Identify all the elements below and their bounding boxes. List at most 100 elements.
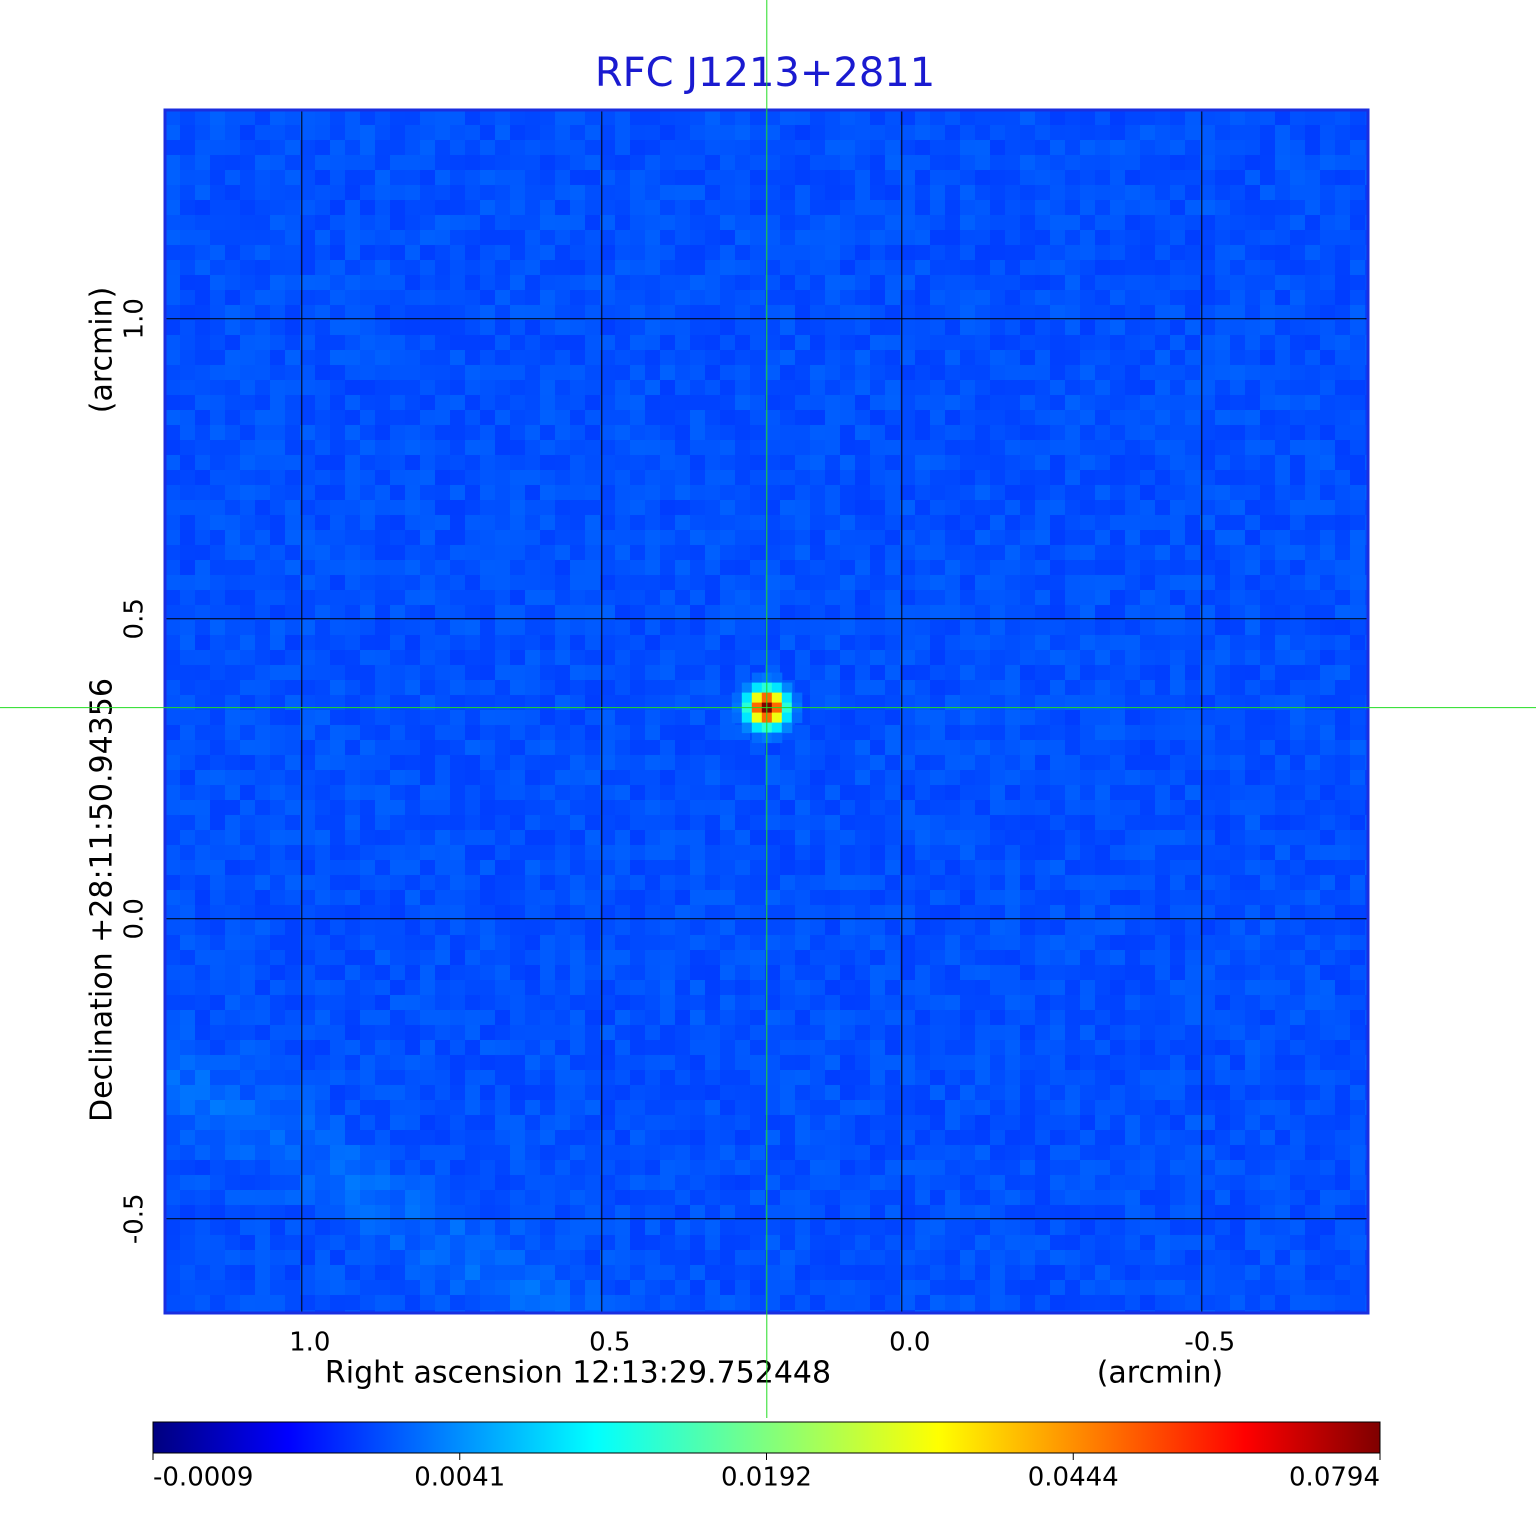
- image-pixel: [1155, 455, 1171, 471]
- image-pixel: [795, 485, 811, 501]
- image-pixel: [315, 515, 331, 531]
- image-pixel: [855, 410, 871, 426]
- image-pixel: [210, 905, 226, 921]
- image-pixel: [165, 500, 181, 516]
- image-pixel: [1350, 470, 1366, 486]
- image-pixel: [315, 620, 331, 636]
- image-pixel: [600, 710, 616, 726]
- image-pixel: [495, 965, 511, 981]
- image-pixel: [915, 455, 931, 471]
- image-pixel: [870, 1010, 886, 1026]
- image-pixel: [1260, 770, 1276, 786]
- image-pixel: [1215, 350, 1231, 366]
- image-pixel: [195, 920, 211, 936]
- image-pixel: [390, 800, 406, 816]
- image-pixel: [345, 575, 361, 591]
- image-pixel: [795, 845, 811, 861]
- image-pixel: [405, 200, 421, 216]
- image-pixel: [255, 560, 271, 576]
- image-pixel: [345, 875, 361, 891]
- image-pixel: [690, 425, 706, 441]
- image-pixel: [675, 245, 691, 261]
- image-pixel: [810, 200, 826, 216]
- image-pixel: [285, 320, 301, 336]
- image-pixel: [255, 1010, 271, 1026]
- image-pixel: [1035, 905, 1051, 921]
- image-pixel: [1020, 410, 1036, 426]
- image-pixel: [630, 485, 646, 501]
- image-pixel: [405, 410, 421, 426]
- image-pixel: [780, 770, 796, 786]
- image-pixel: [900, 485, 916, 501]
- image-pixel: [450, 710, 466, 726]
- image-pixel: [240, 665, 256, 681]
- image-pixel: [885, 275, 901, 291]
- image-pixel: [1185, 890, 1201, 906]
- image-pixel: [1005, 290, 1021, 306]
- image-pixel: [1020, 590, 1036, 606]
- image-pixel: [510, 335, 526, 351]
- image-pixel: [555, 860, 571, 876]
- image-pixel: [1155, 560, 1171, 576]
- image-pixel: [510, 935, 526, 951]
- image-pixel: [1125, 290, 1141, 306]
- image-pixel: [1290, 860, 1306, 876]
- image-pixel: [1035, 380, 1051, 396]
- image-pixel: [1185, 785, 1201, 801]
- image-pixel: [615, 125, 631, 141]
- image-pixel: [1200, 935, 1216, 951]
- image-pixel: [675, 125, 691, 141]
- image-pixel: [255, 875, 271, 891]
- image-pixel: [240, 755, 256, 771]
- image-pixel: [435, 965, 451, 981]
- image-pixel: [930, 710, 946, 726]
- image-pixel: [1080, 830, 1096, 846]
- image-pixel: [945, 890, 961, 906]
- image-pixel: [765, 860, 781, 876]
- image-pixel: [210, 620, 226, 636]
- image-pixel: [1185, 875, 1201, 891]
- image-pixel: [780, 830, 796, 846]
- image-pixel: [405, 440, 421, 456]
- image-pixel: [555, 815, 571, 831]
- image-pixel: [420, 875, 436, 891]
- image-pixel: [750, 950, 766, 966]
- image-pixel: [735, 320, 751, 336]
- image-pixel: [435, 695, 451, 711]
- image-pixel: [360, 980, 376, 996]
- image-pixel: [810, 755, 826, 771]
- image-pixel: [615, 815, 631, 831]
- image-pixel: [660, 125, 676, 141]
- image-pixel: [285, 260, 301, 276]
- image-pixel: [1125, 470, 1141, 486]
- image-pixel: [990, 185, 1006, 201]
- image-pixel: [540, 515, 556, 531]
- image-pixel: [510, 110, 526, 126]
- image-pixel: [210, 185, 226, 201]
- image-pixel: [600, 500, 616, 516]
- image-pixel: [660, 575, 676, 591]
- image-pixel: [1320, 350, 1336, 366]
- image-pixel: [1140, 275, 1156, 291]
- image-pixel: [945, 350, 961, 366]
- image-pixel: [420, 455, 436, 471]
- image-pixel: [510, 560, 526, 576]
- image-pixel: [1080, 740, 1096, 756]
- image-pixel: [180, 980, 196, 996]
- image-pixel: [990, 320, 1006, 336]
- image-pixel: [255, 635, 271, 651]
- image-pixel: [1080, 935, 1096, 951]
- image-pixel: [825, 785, 841, 801]
- image-pixel: [420, 305, 436, 321]
- image-pixel: [1110, 320, 1126, 336]
- image-pixel: [690, 785, 706, 801]
- image-pixel: [990, 530, 1006, 546]
- image-pixel: [675, 650, 691, 666]
- image-pixel: [660, 1025, 676, 1041]
- image-pixel: [195, 440, 211, 456]
- image-pixel: [1215, 950, 1231, 966]
- image-pixel: [1065, 965, 1081, 981]
- image-pixel: [1215, 110, 1231, 126]
- image-pixel: [495, 920, 511, 936]
- image-pixel: [870, 845, 886, 861]
